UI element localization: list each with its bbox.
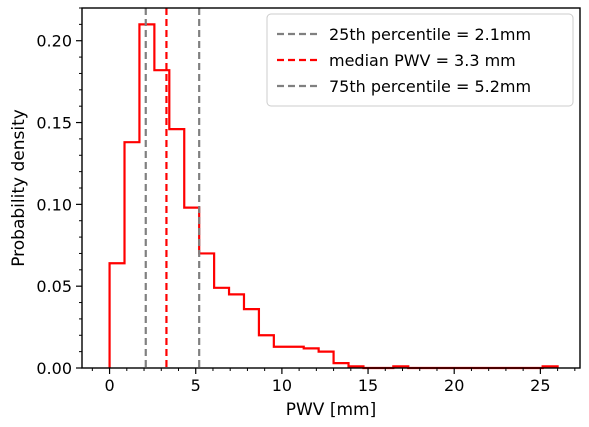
x-tick-label: 10 — [272, 376, 292, 395]
legend-label: median PWV = 3.3 mm — [329, 51, 516, 70]
x-tick-label: 20 — [444, 376, 464, 395]
y-tick-label: 0.00 — [36, 359, 72, 378]
legend-box — [266, 13, 574, 107]
y-tick-label: 0.10 — [36, 195, 72, 214]
x-axis-label: PWV [mm] — [286, 400, 376, 420]
x-axis: 0 5 10 15 20 25 — [91, 368, 576, 395]
x-tick-label: 15 — [358, 376, 378, 395]
x-tick-label: 0 — [104, 376, 114, 395]
legend-label: 75th percentile = 5.2mm — [329, 77, 531, 96]
y-axis: 0.00 0.05 0.10 0.15 0.20 — [36, 7, 82, 378]
legend-label: 25th percentile = 2.1mm — [329, 25, 531, 44]
x-tick-label: 5 — [191, 376, 201, 395]
x-tick-label: 25 — [530, 376, 550, 395]
y-tick-label: 0.15 — [36, 114, 72, 133]
legend: 25th percentile = 2.1mm median PWV = 3.3 … — [266, 13, 574, 107]
y-tick-label: 0.05 — [36, 277, 72, 296]
y-tick-label: 0.20 — [36, 32, 72, 51]
y-axis-label: Probability density — [9, 109, 29, 267]
